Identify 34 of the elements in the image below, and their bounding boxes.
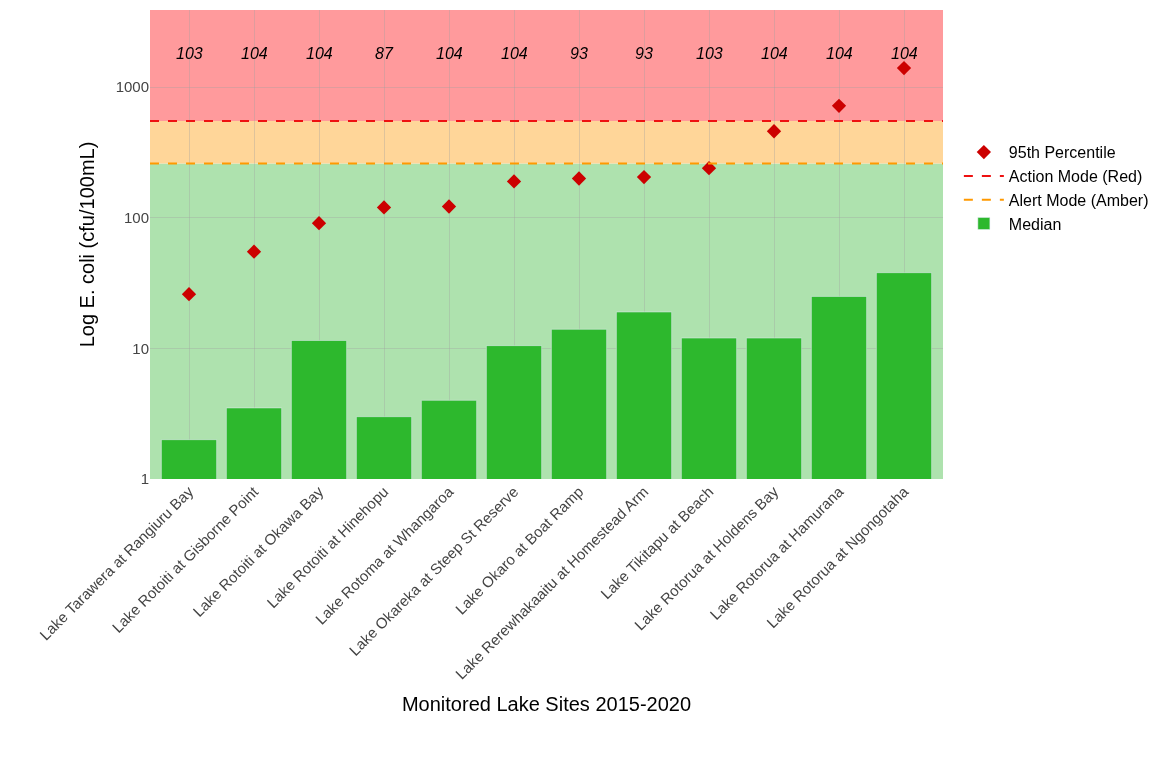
point — [831, 98, 847, 113]
point — [701, 160, 717, 176]
annotation: 104 — [826, 45, 853, 62]
point — [896, 60, 912, 76]
legend-label: Median — [1008, 215, 1062, 233]
y-axis-title: Log E. coli (cfu/100mL) — [76, 141, 99, 348]
y-tick-label: 100 — [123, 209, 149, 227]
annotation: 103 — [696, 45, 723, 62]
annotation: 104 — [891, 45, 918, 62]
y-tick-label: 1 — [140, 470, 149, 488]
legend-label: Action Mode (Red) — [1008, 168, 1143, 186]
point — [376, 200, 392, 215]
point — [636, 169, 652, 185]
y-tick-label: 10 — [132, 339, 149, 357]
point — [181, 287, 197, 302]
point — [571, 171, 587, 186]
point — [441, 199, 457, 214]
legend-label: Alert Mode (Amber) — [1008, 191, 1149, 209]
y-tick-label: 1000 — [115, 78, 149, 96]
annotation: 104 — [306, 45, 333, 62]
point — [246, 244, 262, 259]
point — [506, 174, 522, 189]
annotation: 87 — [375, 45, 394, 62]
annotation: 104 — [241, 45, 268, 62]
point — [766, 124, 782, 139]
annotation: 103 — [176, 45, 203, 62]
annotation: 104 — [501, 45, 528, 62]
point — [311, 216, 327, 231]
annotation: 93 — [635, 45, 653, 62]
annotation: 104 — [761, 45, 788, 62]
legend-label: 95th Percentile — [1008, 144, 1116, 162]
annotation: 104 — [436, 45, 463, 62]
annotation: 93 — [570, 45, 588, 62]
x-axis-title: Monitored Lake Sites 2015-2020 — [401, 692, 692, 715]
